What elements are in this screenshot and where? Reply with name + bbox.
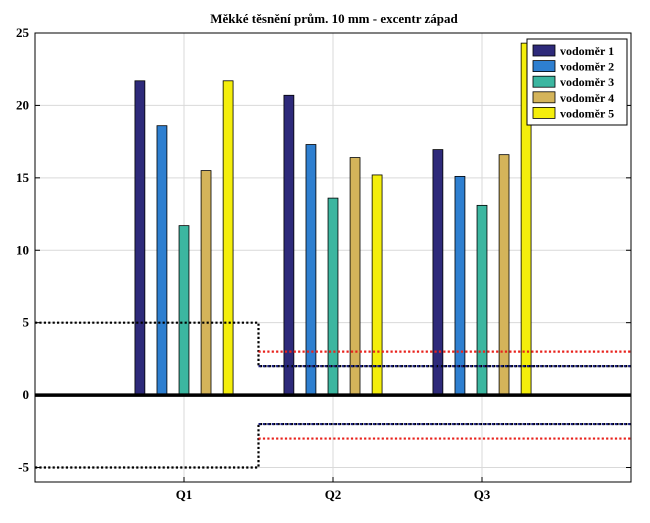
legend-label: vodoměr 5 bbox=[560, 106, 614, 120]
bar bbox=[222, 80, 234, 396]
limit-lines-group bbox=[35, 321, 631, 469]
x-tick-label: Q3 bbox=[474, 487, 491, 502]
y-tick-label: 15 bbox=[16, 170, 30, 185]
bar bbox=[305, 144, 317, 396]
legend-label: vodoměr 3 bbox=[560, 75, 614, 89]
bar bbox=[371, 174, 383, 396]
axes-group: -5 0 5 10 15 20 25 Q1 Q2 Q3 bbox=[16, 25, 632, 502]
x-tick-label: Q1 bbox=[176, 487, 193, 502]
bar bbox=[432, 149, 444, 396]
bar bbox=[283, 94, 295, 396]
bar bbox=[156, 125, 168, 396]
bar bbox=[454, 175, 466, 396]
legend-label: vodoměr 1 bbox=[560, 44, 614, 58]
legend-label: vodoměr 2 bbox=[560, 60, 614, 74]
bar bbox=[134, 80, 146, 396]
bar bbox=[498, 154, 510, 396]
legend-swatch bbox=[532, 91, 556, 104]
y-tick-label: 20 bbox=[16, 97, 29, 112]
x-tick-label: Q2 bbox=[325, 487, 342, 502]
y-tick-label: 5 bbox=[23, 315, 30, 330]
y-tick-label: 0 bbox=[23, 387, 30, 402]
bars-group bbox=[134, 42, 532, 396]
bar bbox=[200, 170, 212, 396]
y-tick-label: 10 bbox=[16, 242, 29, 257]
bar bbox=[349, 157, 361, 396]
legend-swatch bbox=[532, 107, 556, 119]
chart-title: Měkké těsnění prům. 10 mm - excentr zápa… bbox=[210, 11, 458, 26]
legend-swatch bbox=[532, 60, 556, 72]
legend-label: vodoměr 4 bbox=[560, 91, 614, 105]
legend-swatch bbox=[532, 75, 556, 88]
legend-swatch bbox=[532, 44, 556, 57]
bar bbox=[178, 225, 190, 396]
y-tick-label: 25 bbox=[16, 25, 30, 40]
y-tick-label: -5 bbox=[18, 460, 29, 475]
